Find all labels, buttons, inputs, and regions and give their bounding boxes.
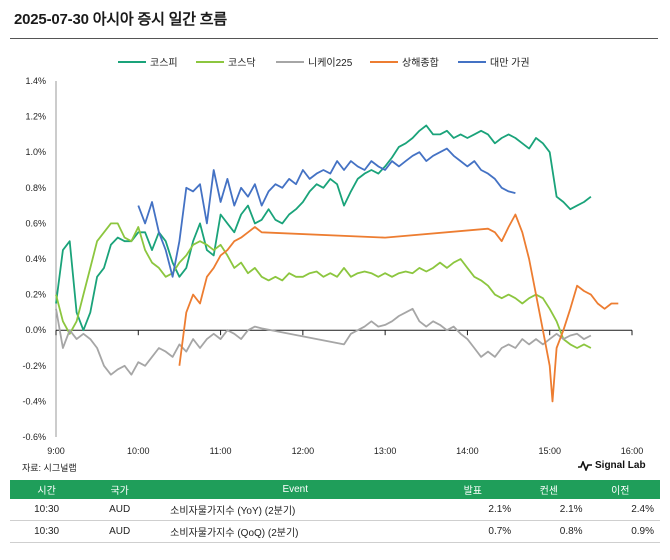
header-previous: 이전 (586, 480, 660, 499)
y-tick-label: 0.4% (25, 254, 46, 264)
page-title: 2025-07-30 아시아 증시 일간 흐름 (14, 11, 227, 28)
legend-label: 코스닥 (228, 57, 256, 69)
table-header-row: 시간 국가 Event 발표 컨센 이전 (10, 480, 660, 499)
legend-label: 니케이225 (308, 57, 353, 69)
legend-label: 상해종합 (402, 56, 439, 69)
y-axis: 1.4% 1.2% 1.0% 0.8% 0.6% 0.4% 0.2% 0.0% -0.2% -0.… (22, 76, 57, 442)
series-line-3 (55, 307, 592, 376)
x-axis: 9:00 10:00 11:00 12:00 13:00 14:00 15:00 16:00 (47, 329, 644, 456)
row-actual: 2.1% (434, 499, 516, 521)
row-event: 소비자물가지수 (YoY) (2분기) (156, 499, 435, 521)
series-line-2 (55, 222, 592, 349)
table-row: 10:30 AUD 소비자물가지수 (QoQ) (2분기) 0.7% 0.8% … (10, 520, 660, 543)
x-tick-label: 12:00 (292, 446, 315, 456)
row-actual: 0.7% (434, 520, 516, 543)
series-line-5 (137, 147, 516, 278)
header-time: 시간 (10, 480, 84, 499)
header-event: Event (156, 480, 435, 499)
row-time: 10:30 (10, 520, 84, 543)
header-actual: 발표 (434, 480, 516, 499)
x-tick-label: 13:00 (374, 446, 397, 456)
brand-logo: Signal Lab (578, 460, 646, 471)
chart-legend: 코스피 코스닥 니케이225 상해종합 대만 가권 (118, 56, 530, 69)
plot-area (55, 124, 619, 403)
x-tick-label: 10:00 (127, 446, 150, 456)
y-tick-label: -0.4% (22, 396, 46, 406)
header-country: 국가 (83, 480, 157, 499)
row-previous: 0.9% (586, 520, 660, 543)
x-tick-label: 16:00 (621, 446, 644, 456)
row-consensus: 0.8% (515, 520, 587, 543)
y-tick-label: 1.2% (25, 112, 46, 122)
y-tick-label: 0.6% (25, 218, 46, 228)
y-tick-label: -0.2% (22, 361, 46, 371)
source-note: 자료: 시그널랩 (22, 463, 77, 473)
title-divider (10, 38, 658, 39)
row-country: AUD (83, 499, 157, 521)
line-chart: 코스피 코스닥 니케이225 상해종합 대만 가권 1.4% 1.2% 1.0% 0.8% 0.… (22, 56, 644, 456)
y-tick-label: 1.4% (25, 76, 46, 86)
economic-events-table: 시간 국가 Event 발표 컨센 이전 10:30 AUD 소비자물가지수 (… (10, 480, 660, 543)
row-time: 10:30 (10, 499, 84, 521)
y-tick-label: 0.8% (25, 183, 46, 193)
x-tick-label: 9:00 (47, 446, 65, 456)
y-tick-label: 0.2% (25, 290, 46, 300)
x-tick-label: 15:00 (538, 446, 561, 456)
header-consensus: 컨센 (515, 480, 587, 499)
row-country: AUD (83, 520, 157, 543)
series-line-1 (55, 124, 592, 332)
x-tick-label: 11:00 (210, 446, 232, 456)
row-consensus: 2.1% (515, 499, 587, 521)
signal-icon (578, 460, 592, 471)
x-tick-label: 14:00 (456, 446, 479, 456)
y-tick-label: 0.0% (25, 325, 46, 335)
y-tick-label: 1.0% (25, 147, 46, 157)
series-line-4 (178, 213, 619, 403)
row-event: 소비자물가지수 (QoQ) (2분기) (156, 520, 435, 543)
row-previous: 2.4% (586, 499, 660, 521)
legend-label: 코스피 (150, 57, 178, 69)
legend-label: 대만 가권 (490, 57, 530, 69)
y-tick-label: -0.6% (22, 432, 46, 442)
table-row: 10:30 AUD 소비자물가지수 (YoY) (2분기) 2.1% 2.1% … (10, 499, 660, 521)
brand-name: Signal Lab (595, 460, 646, 471)
